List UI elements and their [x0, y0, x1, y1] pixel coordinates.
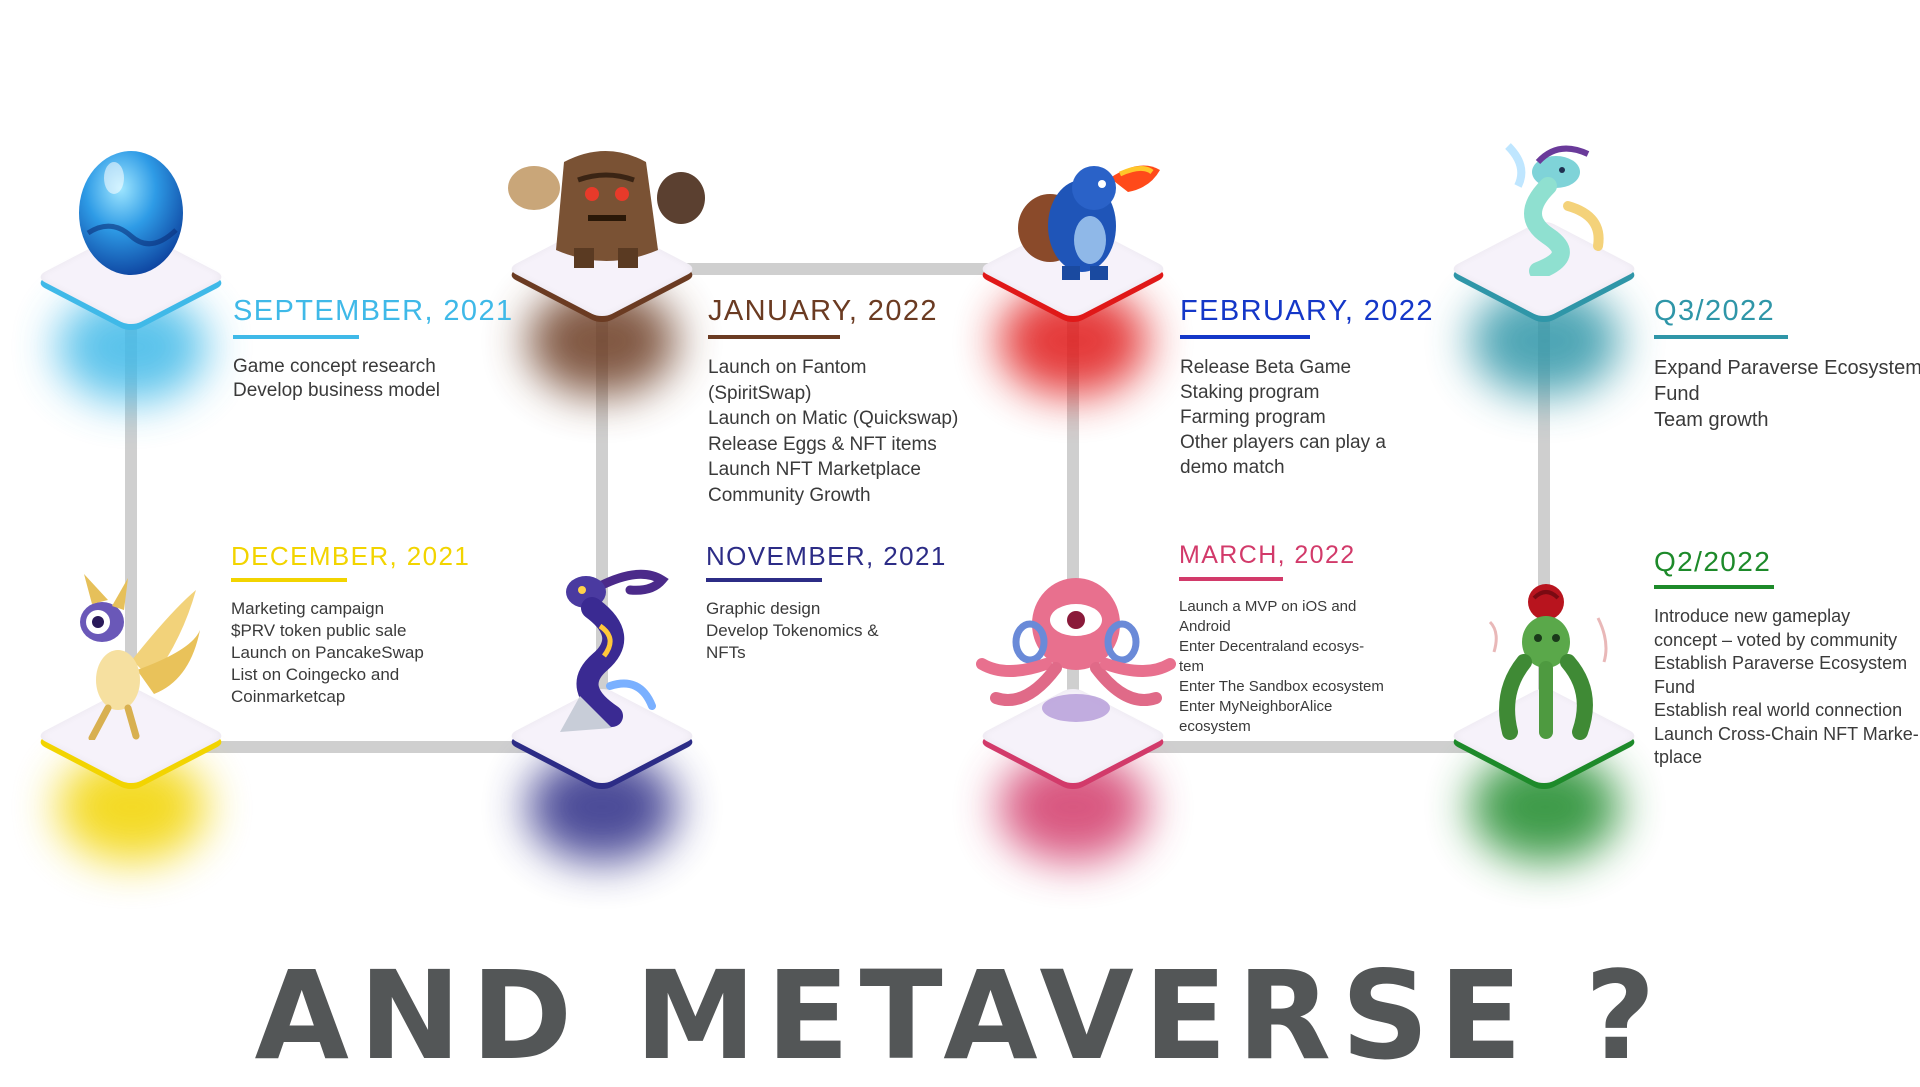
list-item: Enter MyNeighborAlice [1179, 698, 1333, 715]
list-item: Team growth [1654, 409, 1769, 431]
milestone-jan2022-list: Launch on Fantom (SpiritSwap) Launch on … [708, 355, 958, 508]
timeline-path-top-middle [602, 263, 1078, 275]
milestone-q2_2022-underline [1654, 585, 1774, 589]
list-item: Launch Cross-Chain NFT Marke- [1654, 723, 1919, 744]
list-item: Establish Paraverse Ecosystem [1654, 653, 1908, 673]
milestone-sep2021-list: Game concept research Develop business m… [233, 355, 514, 403]
milestone-dec2021-title: DECEMBER, 2021 [231, 541, 471, 571]
milestone-feb2022: FEBRUARY, 2022 Release Beta Game Staking… [1180, 297, 1434, 480]
milestone-q3_2022-underline [1654, 335, 1788, 339]
milestone-nov2021-title: NOVEMBER, 2021 [706, 541, 947, 571]
list-item: Enter The Sandbox ecosystem [1179, 678, 1384, 695]
list-item: Staking program [1180, 382, 1320, 403]
violet-seahorse-icon [560, 569, 669, 732]
list-item: concept – voted by community [1654, 629, 1898, 650]
list-item: Launch on Fantom [708, 357, 867, 378]
milestone-sep2021: SEPTEMBER, 2021 Game concept research De… [233, 297, 514, 403]
milestone-q2_2022: Q2/2022 Introduce new gameplay concept –… [1654, 548, 1919, 770]
list-item: List on Coingecko and [231, 665, 400, 684]
milestone-q3_2022: Q3/2022 Expand Paraverse Ecosystem Fund … [1654, 297, 1920, 433]
list-item: Launch a MVP on iOS and [1179, 598, 1357, 615]
milestone-dec2021-list: Marketing campaign $PRV token public sal… [231, 598, 470, 708]
timeline-path-bottom-right [1073, 741, 1549, 753]
list-item: Game concept research [233, 356, 436, 377]
list-item: tem [1179, 658, 1205, 675]
list-item: Release Beta Game [1180, 357, 1352, 378]
list-item: Enter Decentraland ecosys- [1179, 638, 1365, 655]
list-item: Graphic design [706, 599, 821, 618]
timeline-path-left-vertical [125, 300, 137, 750]
milestone-jan2022-underline [708, 335, 840, 339]
milestone-q3_2022-list: Expand Paraverse Ecosystem Fund Team gro… [1654, 355, 1920, 433]
metaverse-headline: AND METAVERSE ? [254, 945, 1666, 1087]
list-item: Marketing campaign [231, 599, 385, 618]
list-item: Fund [1654, 383, 1700, 405]
milestone-dec2021-underline [231, 578, 347, 582]
rock-golem-icon [508, 151, 705, 268]
list-item: Develop Tokenomics & [706, 621, 879, 640]
list-item: ecosystem [1179, 718, 1251, 735]
list-item: Launch on PancakeSwap [231, 643, 424, 662]
fire-dragon-icon [1018, 165, 1160, 280]
rose-plant-icon [1488, 584, 1608, 740]
golden-fox-icon [80, 574, 200, 740]
milestone-q2_2022-title: Q2/2022 [1654, 546, 1772, 577]
list-item: Launch NFT Marketplace [708, 459, 921, 480]
list-item: demo match [1180, 457, 1285, 478]
milestone-mar2022-list: Launch a MVP on iOS and Android Enter De… [1179, 597, 1384, 737]
list-item: (SpiritSwap) [708, 382, 812, 404]
list-item: Android [1179, 618, 1231, 635]
list-item: Fund [1654, 676, 1696, 697]
list-item: Other players can play a [1180, 432, 1386, 453]
milestone-q2_2022-list: Introduce new gameplay concept – voted b… [1654, 605, 1919, 770]
pink-octopus-icon [976, 578, 1176, 722]
list-item: tplace [1654, 747, 1703, 767]
list-item: Farming program [1180, 407, 1326, 428]
milestone-mar2022: MARCH, 2022 Launch a MVP on iOS and Andr… [1179, 543, 1384, 737]
milestone-mar2022-underline [1179, 577, 1283, 581]
milestone-feb2022-list: Release Beta Game Staking program Farmin… [1180, 355, 1434, 480]
milestone-feb2022-title: FEBRUARY, 2022 [1180, 295, 1434, 327]
milestone-jan2022-title: JANUARY, 2022 [708, 295, 938, 327]
list-item: Coinmarketcap [231, 687, 346, 706]
milestone-nov2021-underline [706, 578, 822, 582]
milestone-q3_2022-title: Q3/2022 [1654, 295, 1776, 327]
milestone-nov2021: NOVEMBER, 2021 Graphic design Develop To… [706, 543, 947, 664]
milestone-feb2022-underline [1180, 335, 1310, 339]
water-serpent-icon [1505, 143, 1604, 276]
milestone-sep2021-underline [233, 335, 359, 339]
list-item: Introduce new gameplay [1654, 606, 1851, 626]
timeline-path-bottom-left [131, 741, 607, 753]
milestone-mar2022-title: MARCH, 2022 [1179, 541, 1356, 569]
list-item: Community Growth [708, 484, 871, 506]
milestone-sep2021-title: SEPTEMBER, 2021 [233, 295, 514, 327]
milestone-dec2021: DECEMBER, 2021 Marketing campaign $PRV t… [231, 543, 470, 708]
list-item: Release Eggs & NFT items [708, 433, 937, 455]
list-item: Develop business model [233, 380, 441, 401]
list-item: Expand Paraverse Ecosystem [1654, 357, 1920, 379]
list-item: Establish real world connection [1654, 700, 1903, 720]
list-item: Launch on Matic (Quickswap) [708, 408, 959, 429]
milestone-jan2022: JANUARY, 2022 Launch on Fantom (SpiritSw… [708, 297, 958, 508]
list-item: $PRV token public sale [231, 621, 407, 640]
blue-egg-icon [79, 151, 183, 275]
list-item: NFTs [706, 643, 746, 662]
milestone-nov2021-list: Graphic design Develop Tokenomics & NFTs [706, 598, 947, 664]
